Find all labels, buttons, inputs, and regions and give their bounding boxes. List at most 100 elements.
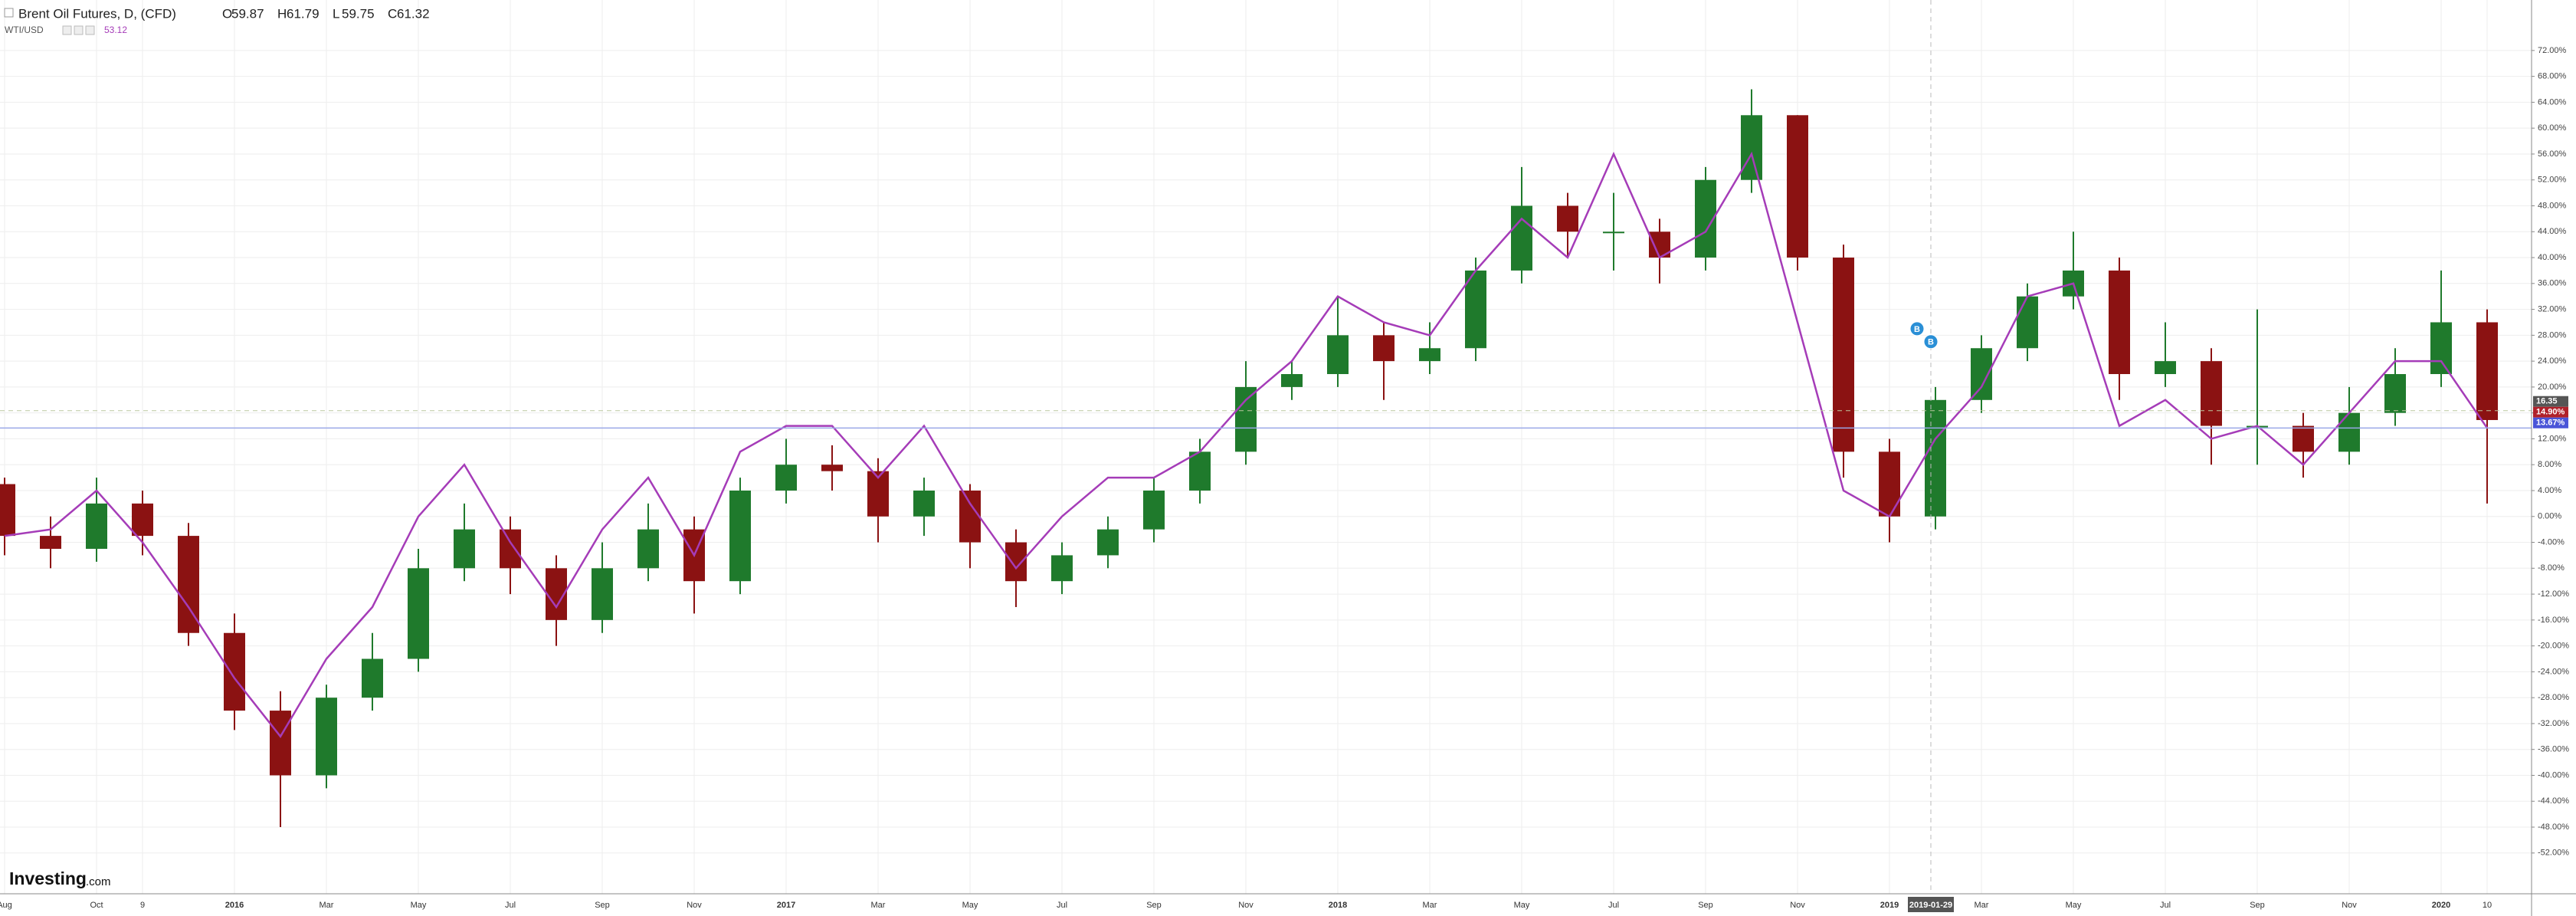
x-tick-label: Mar (871, 901, 886, 910)
candle-body (2384, 374, 2406, 413)
y-tick-label: 68.00% (2538, 72, 2567, 81)
y-tick-label: -44.00% (2538, 796, 2569, 806)
plot: BB (0, 0, 2532, 894)
annotation-marker (1923, 334, 1939, 350)
x-tick-label: Sep (2250, 901, 2265, 910)
x-tick-label: 2018 (1329, 901, 1347, 910)
x-tick-label: Nov (687, 901, 702, 910)
y-tick-label: 44.00% (2538, 227, 2567, 236)
candle-body (2293, 425, 2314, 452)
y-tick-label: 32.00% (2538, 304, 2567, 314)
candle-body (270, 711, 291, 776)
y-tick-label: 20.00% (2538, 382, 2567, 392)
candle-body (1603, 231, 1624, 234)
y-tick-label: 64.00% (2538, 97, 2567, 107)
x-tick-label: Mar (1423, 901, 1437, 910)
candle-body (1373, 335, 1395, 362)
candle-body (1281, 374, 1303, 387)
x-tick-label: 2019 (1880, 901, 1899, 910)
x-tick-label: Aug (0, 901, 12, 910)
x-tick-label: Oct (90, 901, 103, 910)
crosshair-y-label: 16.35 (2536, 397, 2558, 406)
y-tick-label: 56.00% (2538, 149, 2567, 159)
candle-body (454, 529, 475, 569)
x-tick-label: Jul (1608, 901, 1619, 910)
candle-body (1465, 270, 1486, 349)
crosshair-x-box (1908, 897, 1954, 912)
x-tick-label: Nov (1790, 901, 1805, 910)
y-tick-label: -24.00% (2538, 667, 2569, 676)
x-tick-label: Nov (2342, 901, 2357, 910)
x-tick-label: 2020 (2432, 901, 2450, 910)
candle-body (224, 632, 245, 711)
x-tick-label: May (411, 901, 427, 910)
ohlc-value: 59.75 (342, 6, 375, 21)
candle-body (913, 490, 935, 517)
candle-body (1419, 348, 1440, 362)
icon[interactable] (74, 25, 84, 35)
candle-body (132, 503, 153, 537)
candle-body (86, 503, 107, 549)
ohlc-value: 61.79 (287, 6, 320, 21)
compare-value: 53.12 (104, 25, 127, 35)
candle-body (1787, 115, 1808, 258)
y-tick-label: 0.00% (2538, 512, 2561, 521)
candle-body (408, 568, 429, 659)
crosshair-x-label: 2019-01-29 (1909, 901, 1952, 910)
last-value-label-box (2533, 406, 2568, 418)
crosshair-y-label-box (2533, 396, 2568, 407)
candle-body (821, 465, 843, 471)
icon[interactable] (62, 25, 72, 35)
line-series (4, 151, 2489, 739)
ohlc: O59.87 H 61.79 L 59.75 C 61.32 (222, 6, 430, 21)
logo-suffix: .com (86, 875, 111, 888)
x-tick-label: Mar (320, 901, 334, 910)
y-tick-label: 52.00% (2538, 176, 2567, 185)
candle-body (1511, 205, 1532, 271)
candle-body (0, 484, 15, 537)
candle-body (729, 490, 751, 582)
candle-body (2155, 361, 2176, 375)
ohlc-key: C (388, 6, 397, 21)
candle-body (1557, 205, 1578, 232)
y-tick-label: -52.00% (2538, 849, 2569, 858)
candle-body (637, 529, 659, 569)
candle-body (2109, 270, 2130, 375)
x-tick-label: May (962, 901, 978, 910)
candle-body (1327, 335, 1349, 375)
candle-body (2017, 296, 2038, 349)
annotation-label: B (1928, 338, 1934, 347)
candle-body (1097, 529, 1119, 556)
y-tick-label: 4.00% (2538, 486, 2561, 495)
x-tick-label: Jul (1057, 901, 1067, 910)
y-tick-label: -8.00% (2538, 563, 2565, 573)
ohlc-key: L (333, 6, 339, 21)
collapse-icon[interactable] (4, 8, 14, 18)
candle-body (2201, 361, 2222, 426)
y-tick-label: -28.00% (2538, 693, 2569, 702)
x-tick-label: May (1514, 901, 1530, 910)
y-tick-label: 28.00% (2538, 330, 2567, 340)
x-tick-label: Sep (595, 901, 610, 910)
candle-body (959, 490, 981, 543)
x-tick-label: May (2066, 901, 2082, 910)
y-tick-label: 48.00% (2538, 201, 2567, 210)
candle-body (1879, 451, 1900, 517)
icon[interactable] (85, 25, 95, 35)
ohlc-key: H (277, 6, 287, 21)
x-tick-label: 2017 (777, 901, 795, 910)
y-tick-label: 40.00% (2538, 253, 2567, 262)
x-tick-label: Jul (2160, 901, 2171, 910)
symbol: Brent Oil Futures, D, (CFD) (18, 6, 176, 21)
y-tick-label: -36.00% (2538, 745, 2569, 754)
candle-body (1925, 399, 1946, 517)
x-tick-label: Sep (1146, 901, 1162, 910)
candle-body (1833, 258, 1854, 452)
annotation-marker (1909, 321, 1925, 337)
candle-body (1189, 451, 1211, 491)
candle-body (1005, 542, 1027, 582)
y-tick-label: -12.00% (2538, 589, 2569, 599)
